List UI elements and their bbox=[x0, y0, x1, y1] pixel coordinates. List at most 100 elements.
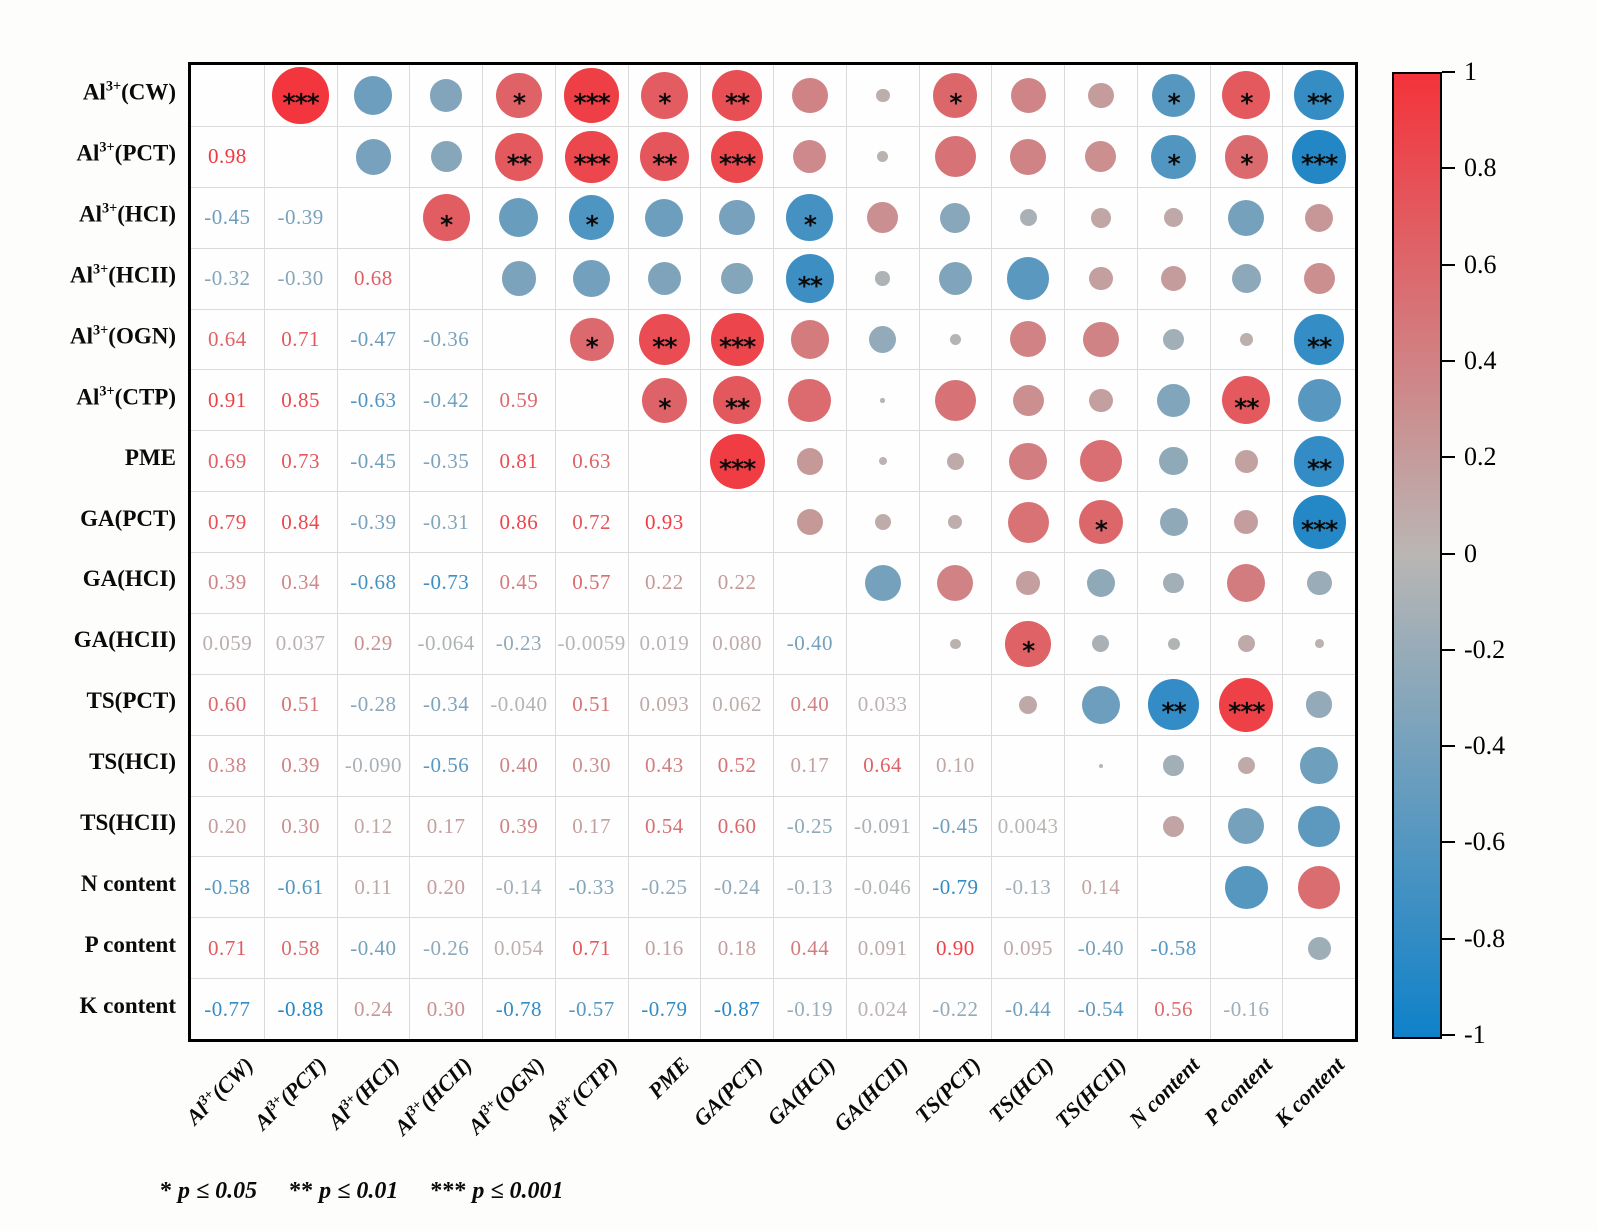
matrix-cell: * bbox=[991, 612, 1064, 674]
significance-stars: * bbox=[1167, 149, 1181, 179]
correlation-value: -0.091 bbox=[854, 813, 912, 838]
matrix-cell: 0.30 bbox=[263, 795, 337, 857]
correlation-value: -0.040 bbox=[490, 692, 548, 717]
matrix-cell bbox=[700, 247, 773, 309]
matrix-cell bbox=[1209, 734, 1283, 796]
correlation-value: 0.062 bbox=[712, 692, 762, 717]
correlation-value: 0.60 bbox=[717, 813, 757, 838]
correlation-circle: * bbox=[496, 72, 542, 119]
correlation-value: 0.019 bbox=[639, 631, 690, 656]
matrix-cell bbox=[482, 308, 555, 370]
column-label: GA(PCT) bbox=[688, 1052, 768, 1132]
matrix-cell bbox=[1136, 247, 1210, 309]
significance-stars: * bbox=[1094, 515, 1108, 545]
correlation-value: -0.24 bbox=[714, 874, 761, 899]
matrix-cell: 0.019 bbox=[627, 612, 701, 674]
correlation-circle bbox=[790, 320, 829, 359]
matrix-cell bbox=[991, 491, 1064, 552]
correlation-value: 0.091 bbox=[857, 935, 908, 960]
row-label: N content bbox=[80, 870, 176, 896]
correlation-value: 0.40 bbox=[499, 753, 539, 778]
matrix-cell: * bbox=[627, 65, 701, 126]
matrix-cell bbox=[918, 612, 992, 674]
correlation-value: 0.39 bbox=[499, 813, 539, 838]
colorbar-tick-mark bbox=[1442, 937, 1455, 940]
matrix-cell bbox=[1209, 247, 1283, 309]
colorbar-tick-label: -1 bbox=[1464, 1020, 1486, 1049]
significance-stars: ** bbox=[725, 88, 750, 118]
correlation-circle: ** bbox=[1148, 679, 1199, 731]
matrix-cell: 0.059 bbox=[191, 612, 264, 674]
matrix-cell bbox=[845, 125, 919, 187]
correlation-value: -0.78 bbox=[495, 996, 542, 1021]
matrix-cell: * bbox=[1064, 491, 1137, 552]
matrix-cell: 0.56 bbox=[1136, 978, 1210, 1039]
matrix-cell: -0.35 bbox=[409, 430, 482, 492]
correlation-circle bbox=[1006, 257, 1050, 300]
colorbar-tick-mark bbox=[1442, 552, 1455, 555]
correlation-value: 0.54 bbox=[645, 813, 684, 838]
matrix-cell bbox=[482, 247, 555, 309]
matrix-cell: ** bbox=[773, 247, 846, 309]
matrix-cell: 0.091 bbox=[845, 917, 919, 979]
correlation-value: 0.59 bbox=[499, 387, 539, 412]
matrix-cell bbox=[409, 125, 482, 187]
row-label: Al3+(OGN) bbox=[70, 322, 176, 349]
matrix-cell bbox=[773, 552, 846, 613]
colorbar-tick-mark bbox=[1442, 359, 1455, 362]
correlation-circle bbox=[1019, 695, 1038, 714]
matrix-cell: * bbox=[409, 186, 482, 248]
colorbar-tick-label: 0.4 bbox=[1464, 345, 1497, 375]
matrix-cell: ** bbox=[1282, 308, 1355, 370]
correlation-circle bbox=[878, 457, 887, 466]
matrix-cell: 0.22 bbox=[627, 552, 701, 613]
correlation-circle: *** bbox=[564, 68, 619, 123]
correlation-circle bbox=[647, 261, 682, 296]
matrix-cell: 0.30 bbox=[554, 734, 628, 796]
correlation-value: 0.90 bbox=[936, 935, 975, 960]
significance-stars: ** bbox=[797, 271, 823, 301]
matrix-cell bbox=[627, 186, 701, 248]
correlation-circle: ** bbox=[1293, 435, 1345, 487]
matrix-cell bbox=[1282, 247, 1355, 309]
colorbar-tick-mark bbox=[1442, 745, 1455, 748]
matrix-cell: 0.71 bbox=[263, 308, 337, 370]
correlation-value: 0.22 bbox=[645, 570, 684, 595]
matrix-cell bbox=[336, 125, 410, 187]
matrix-cell: -0.19 bbox=[773, 978, 846, 1039]
colorbar-tick-mark bbox=[1442, 71, 1455, 73]
correlation-value: 0.14 bbox=[1081, 874, 1121, 899]
matrix-cell: 0.0043 bbox=[991, 795, 1064, 857]
significance-stars: * bbox=[512, 88, 526, 118]
correlation-value: -0.40 bbox=[1077, 935, 1124, 960]
matrix-cell bbox=[482, 186, 555, 248]
footnote-segment: ** p ≤ 0.01 bbox=[289, 1178, 430, 1204]
colorbar-tick-label: -0.8 bbox=[1464, 923, 1506, 953]
matrix-cell: 0.093 bbox=[627, 673, 701, 735]
matrix-cell: 0.52 bbox=[700, 734, 773, 796]
correlation-circle bbox=[430, 141, 462, 173]
significance-footnote: * p ≤ 0.05 ** p ≤ 0.01 *** p ≤ 0.001 bbox=[160, 1178, 590, 1205]
correlation-value: 0.38 bbox=[208, 753, 247, 778]
correlation-value: 0.39 bbox=[208, 570, 247, 595]
correlation-value: -0.30 bbox=[277, 266, 324, 291]
matrix-cell: ** bbox=[627, 125, 701, 187]
correlation-circle: ** bbox=[1294, 70, 1345, 121]
significance-stars: * bbox=[803, 210, 817, 240]
matrix-cell bbox=[1136, 491, 1210, 552]
correlation-circle bbox=[1159, 446, 1188, 476]
correlation-value: -0.63 bbox=[350, 387, 397, 412]
significance-stars: * bbox=[658, 393, 671, 423]
correlation-circle bbox=[1231, 264, 1261, 294]
correlation-value: -0.35 bbox=[423, 448, 470, 473]
matrix-cell: 0.63 bbox=[554, 430, 628, 492]
matrix-cell: -0.064 bbox=[409, 612, 482, 674]
correlation-value: -0.26 bbox=[423, 935, 470, 960]
matrix-cell: 0.71 bbox=[191, 917, 264, 978]
matrix-cell: -0.58 bbox=[191, 856, 264, 917]
correlation-circle bbox=[864, 564, 901, 601]
correlation-circle bbox=[1297, 865, 1341, 909]
correlation-circle: ** bbox=[1293, 314, 1345, 365]
correlation-circle: * bbox=[1224, 135, 1269, 179]
matrix-cell bbox=[845, 369, 919, 431]
